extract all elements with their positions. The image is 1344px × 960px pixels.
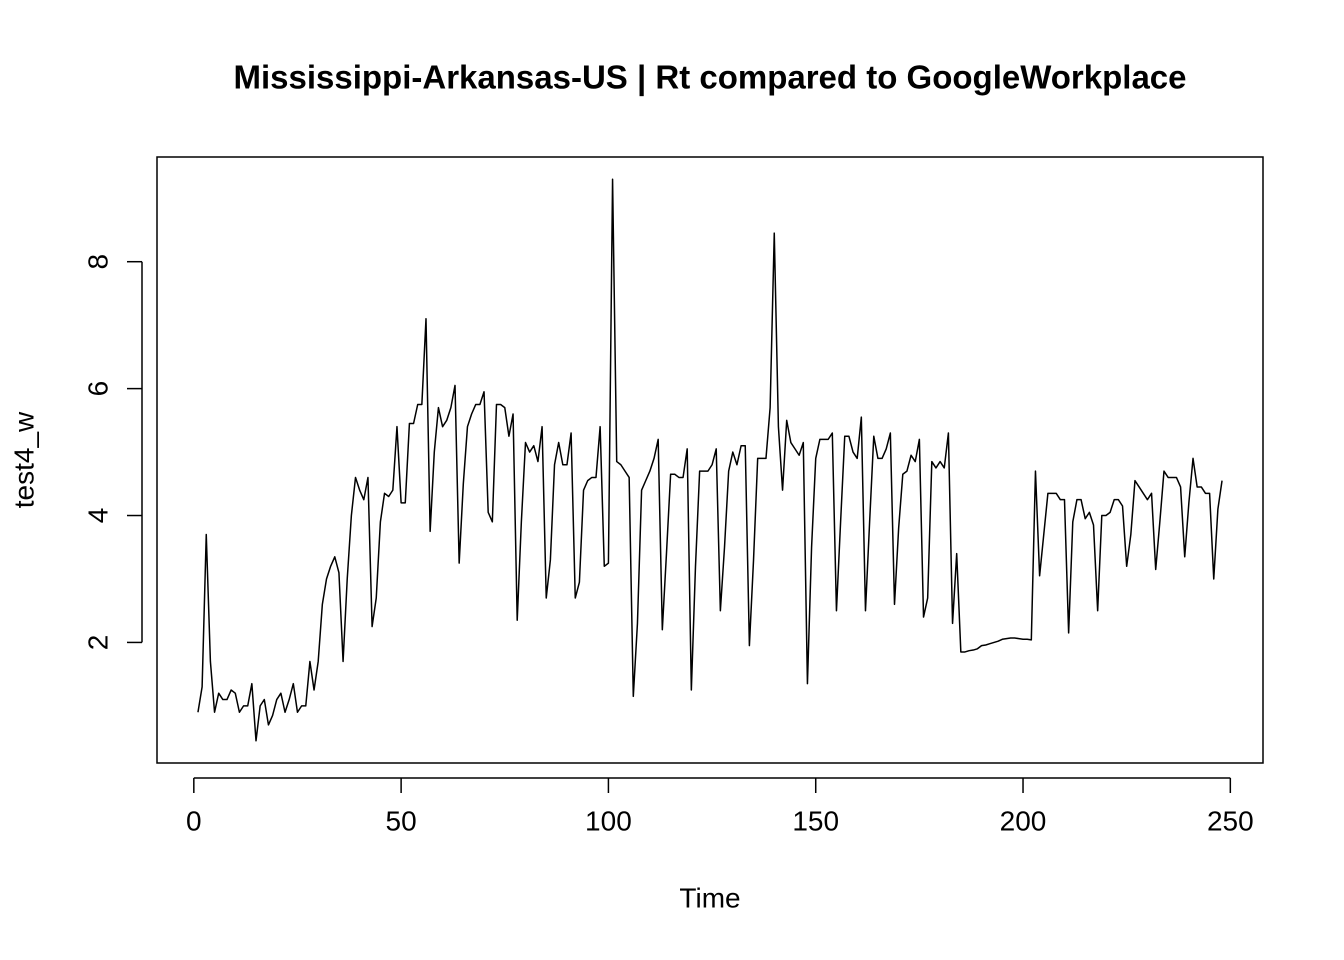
x-tick-label: 0 <box>186 805 202 836</box>
y-tick-label: 2 <box>82 635 113 651</box>
x-tick-label: 250 <box>1207 805 1254 836</box>
y-tick-label: 4 <box>82 508 113 524</box>
y-tick-label: 6 <box>82 381 113 397</box>
x-tick-label: 150 <box>792 805 839 836</box>
y-axis-label: test4_w <box>8 411 39 508</box>
data-line <box>197 178 1223 742</box>
chart-title: Mississippi-Arkansas-US | Rt compared to… <box>233 59 1186 96</box>
x-tick-label: 200 <box>1000 805 1047 836</box>
x-tick-label: 50 <box>386 805 417 836</box>
y-tick-label: 8 <box>82 254 113 270</box>
plot-box <box>156 156 1264 764</box>
x-axis-label: Time <box>679 882 740 913</box>
x-tick-label: 100 <box>585 805 632 836</box>
